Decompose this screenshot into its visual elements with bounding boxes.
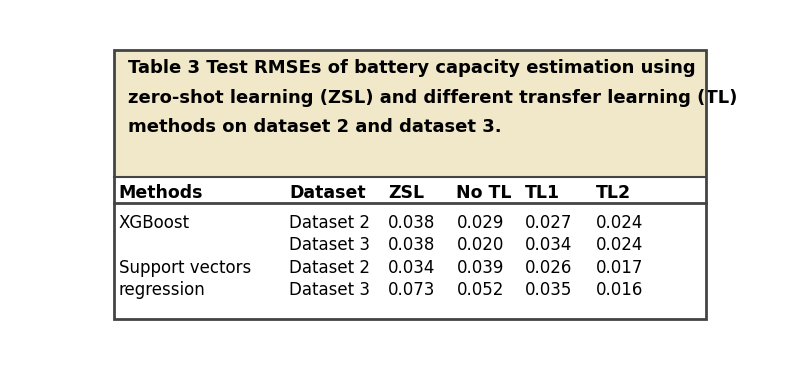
Text: 0.027: 0.027 <box>525 214 572 232</box>
FancyBboxPatch shape <box>114 50 706 177</box>
Text: 0.020: 0.020 <box>457 236 504 254</box>
Text: Table 3 Test RMSEs of battery capacity estimation using: Table 3 Test RMSEs of battery capacity e… <box>128 59 695 77</box>
Text: Dataset 3: Dataset 3 <box>289 236 370 254</box>
Text: 0.016: 0.016 <box>596 281 643 299</box>
Text: Dataset: Dataset <box>289 184 366 202</box>
Text: 0.034: 0.034 <box>388 259 436 277</box>
Text: zero-shot learning (ZSL) and different transfer learning (TL): zero-shot learning (ZSL) and different t… <box>128 89 738 107</box>
Text: ZSL: ZSL <box>388 184 425 202</box>
Text: 0.034: 0.034 <box>525 236 572 254</box>
Text: Dataset 2: Dataset 2 <box>289 259 370 277</box>
Text: 0.024: 0.024 <box>596 214 643 232</box>
Text: 0.052: 0.052 <box>457 281 504 299</box>
Text: regression: regression <box>118 281 206 299</box>
Text: TL1: TL1 <box>525 184 560 202</box>
Text: 0.039: 0.039 <box>457 259 504 277</box>
Text: XGBoost: XGBoost <box>118 214 190 232</box>
Text: 0.038: 0.038 <box>388 214 436 232</box>
Text: Dataset 3: Dataset 3 <box>289 281 370 299</box>
Text: Methods: Methods <box>118 184 203 202</box>
Text: methods on dataset 2 and dataset 3.: methods on dataset 2 and dataset 3. <box>128 118 502 136</box>
Text: Dataset 2: Dataset 2 <box>289 214 370 232</box>
Text: 0.035: 0.035 <box>525 281 572 299</box>
Text: 0.017: 0.017 <box>596 259 643 277</box>
Text: 0.024: 0.024 <box>596 236 643 254</box>
Text: TL2: TL2 <box>596 184 631 202</box>
FancyBboxPatch shape <box>114 177 706 319</box>
Text: 0.026: 0.026 <box>525 259 572 277</box>
Text: No TL: No TL <box>457 184 512 202</box>
Text: 0.038: 0.038 <box>388 236 436 254</box>
Text: 0.029: 0.029 <box>457 214 504 232</box>
Text: 0.073: 0.073 <box>388 281 436 299</box>
Text: Support vectors: Support vectors <box>118 259 251 277</box>
